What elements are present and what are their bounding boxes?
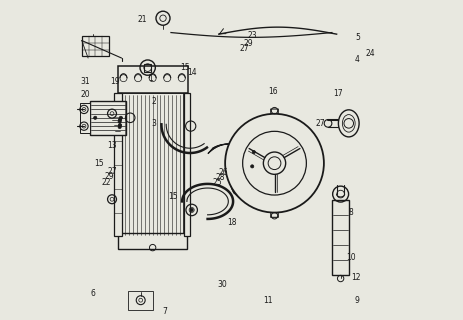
- Bar: [122, 93, 184, 236]
- Text: 15: 15: [168, 192, 177, 201]
- Circle shape: [238, 152, 254, 168]
- Text: 3: 3: [151, 119, 156, 128]
- Bar: [82, 36, 109, 56]
- Ellipse shape: [342, 115, 355, 132]
- Circle shape: [263, 152, 286, 174]
- Text: 25: 25: [213, 178, 222, 187]
- Text: 30: 30: [217, 280, 227, 289]
- Text: 27: 27: [107, 167, 117, 176]
- Text: 29: 29: [105, 172, 115, 181]
- Circle shape: [94, 116, 97, 119]
- Text: 6: 6: [90, 289, 95, 298]
- Polygon shape: [208, 144, 242, 153]
- Text: 15: 15: [181, 63, 190, 72]
- Circle shape: [119, 118, 122, 122]
- Text: 27: 27: [316, 119, 325, 128]
- Text: 24: 24: [365, 49, 375, 58]
- Text: 15: 15: [94, 159, 104, 168]
- Circle shape: [119, 116, 122, 119]
- Circle shape: [344, 119, 354, 128]
- Text: 13: 13: [107, 141, 117, 150]
- Text: 31: 31: [80, 77, 90, 86]
- Text: 7: 7: [162, 307, 167, 316]
- Bar: [90, 101, 126, 134]
- Text: 18: 18: [227, 218, 236, 227]
- Text: 4: 4: [355, 55, 360, 64]
- Text: 2: 2: [151, 97, 156, 106]
- Polygon shape: [230, 164, 239, 198]
- Circle shape: [250, 165, 254, 168]
- Bar: [80, 103, 90, 133]
- Text: 9: 9: [355, 296, 360, 305]
- Text: 29: 29: [244, 39, 253, 48]
- Text: 19: 19: [110, 77, 120, 86]
- Text: 26: 26: [219, 168, 228, 177]
- Circle shape: [119, 124, 122, 127]
- Bar: [128, 291, 153, 310]
- Bar: [144, 64, 151, 72]
- Bar: [184, 93, 190, 236]
- Circle shape: [225, 114, 324, 212]
- Polygon shape: [271, 109, 278, 131]
- Circle shape: [252, 150, 256, 154]
- Text: 8: 8: [349, 208, 353, 217]
- Text: 28: 28: [216, 173, 225, 182]
- Bar: [118, 66, 188, 93]
- Text: 14: 14: [187, 68, 196, 77]
- Circle shape: [190, 208, 193, 212]
- Text: 27: 27: [239, 44, 249, 53]
- Text: 5: 5: [355, 33, 360, 42]
- Polygon shape: [250, 167, 283, 176]
- Text: 17: 17: [333, 89, 343, 98]
- Bar: [332, 200, 350, 275]
- Text: 12: 12: [351, 273, 361, 282]
- Text: 21: 21: [138, 15, 147, 24]
- Text: 22: 22: [102, 178, 112, 187]
- Ellipse shape: [338, 110, 359, 137]
- Bar: [113, 93, 122, 236]
- Bar: [119, 233, 187, 249]
- Circle shape: [118, 125, 121, 129]
- Polygon shape: [271, 195, 278, 217]
- Circle shape: [118, 120, 121, 123]
- Text: 1: 1: [148, 74, 153, 83]
- Polygon shape: [252, 122, 262, 156]
- Text: 20: 20: [80, 90, 90, 99]
- Text: 10: 10: [346, 253, 356, 262]
- Text: 23: 23: [247, 31, 257, 40]
- Text: 16: 16: [268, 87, 278, 96]
- Text: 11: 11: [263, 296, 273, 305]
